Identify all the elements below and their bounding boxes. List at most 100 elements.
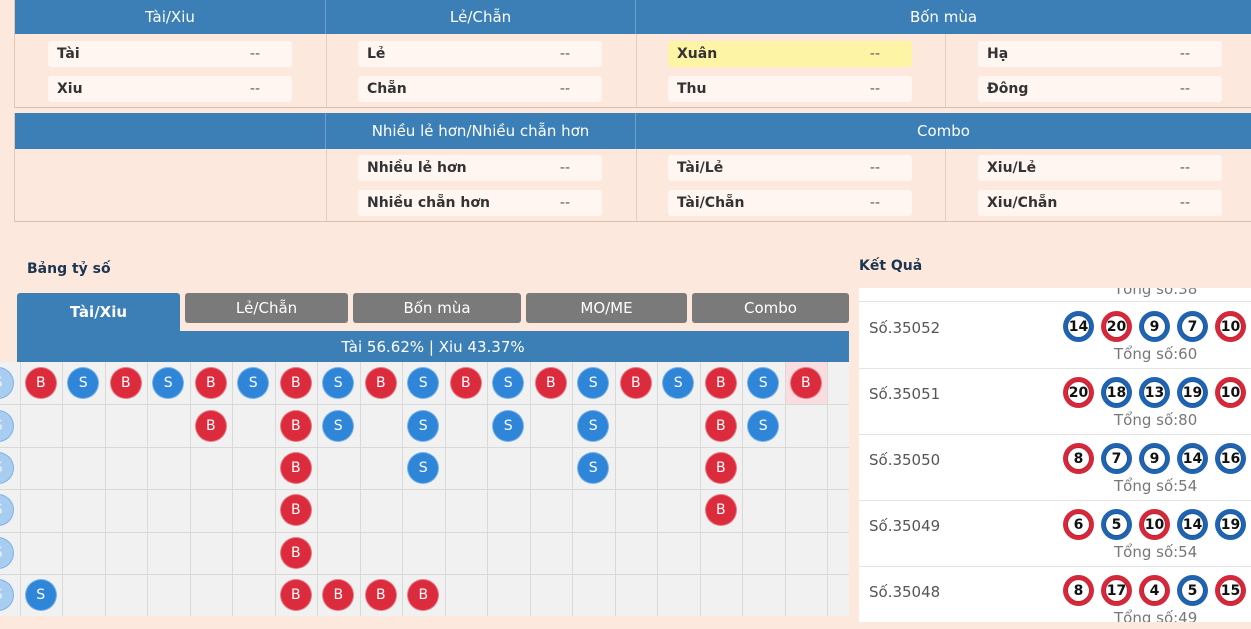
stat-label: Xiu/Lẻ [987,160,1037,176]
lottery-ball-number: 5 [1182,580,1203,601]
stat-label: Hạ [987,46,1009,62]
result-balls: 20 18 13 19 10 [1063,377,1246,408]
divider [326,149,327,221]
ratio-bar: Tài 56.62% | Xiu 43.37% [17,331,849,362]
road-ball-small: S [25,580,56,611]
stat-value: -- [1179,195,1190,211]
divider [945,149,946,221]
road-ball-big: B [280,368,311,399]
road-ball-big: B [365,368,396,399]
lottery-ball: 10 [1215,377,1246,408]
road-ball-big: B [280,537,311,568]
stat-label: Xuân [677,46,718,62]
stat-label: Thu [677,81,707,97]
lottery-ball-number: 9 [1144,448,1165,469]
lottery-ball-number: 17 [1106,580,1127,601]
lottery-ball: 19 [1177,377,1208,408]
road-ball-small: S [0,580,14,611]
divider [636,34,637,107]
road-ball-big: B [705,368,736,399]
result-balls: 8 17 4 5 15 [1063,575,1246,606]
grid-line [0,489,849,490]
result-row: Số.35051 20 18 13 19 10 Tổng số:80 [859,369,1251,435]
result-row: Số.35052 14 20 9 7 10 Tổng số:60 [859,303,1251,369]
road-ball-big: B [365,580,396,611]
road-ball-big: B [790,368,821,399]
stat-le: Lẻ -- [358,41,602,67]
road-ball-small: S [493,368,524,399]
road-ball-small: S [578,453,609,483]
lottery-ball: 9 [1139,443,1170,474]
result-draw-number: Số.35052 [869,319,941,337]
lottery-ball-number: 18 [1106,382,1127,403]
lottery-ball: 20 [1063,377,1094,408]
road-ball-big: B [323,580,354,611]
lottery-ball: 17 [1101,575,1132,606]
result-balls: 6 5 10 14 19 [1063,509,1246,540]
road-ball-big: B [705,495,736,526]
lottery-ball-number: 14 [1182,448,1203,469]
lottery-ball: 18 [1101,377,1132,408]
result-total: Tổng số:54 [1114,477,1198,495]
lottery-ball-number: 5 [1106,514,1127,535]
tab-le-chan[interactable]: Lẻ/Chẵn [185,293,348,323]
road-ball-big: B [110,368,141,399]
road-ball-small: S [0,368,14,399]
stat-xiu-chan: Xiu/Chẵn -- [978,190,1222,216]
tab-tai-xiu[interactable]: Tài/Xiu [17,293,180,331]
tab-mo-me[interactable]: MO/ME [526,293,687,323]
lottery-ball-number: 8 [1068,448,1089,469]
lottery-ball: 14 [1063,311,1094,342]
road-ball-big: B [280,453,311,483]
stat-value: -- [1179,46,1190,62]
divider [636,149,637,221]
road-ball-big: B [25,368,56,399]
road-ball-small: S [323,368,354,399]
road-ball-small: S [408,368,439,399]
lottery-ball-number: 20 [1068,382,1089,403]
stat-label: Xiu/Chẵn [987,195,1058,211]
lottery-ball-number: 10 [1220,382,1241,403]
tab-combo[interactable]: Combo [692,293,849,323]
road-ball-small: S [663,368,694,399]
road-ball-small: S [748,410,779,441]
results-list[interactable]: Tổng số:38 Số.35052 14 20 9 7 10 Tổng số:60 Số.… [859,288,1251,622]
lottery-ball: 19 [1215,509,1246,540]
stat-value: -- [1179,160,1190,176]
result-draw-number: Số.35048 [869,583,941,601]
lottery-ball-number: 6 [1068,514,1089,535]
lottery-ball-number: 20 [1106,316,1127,337]
road-ball-small: S [748,368,779,399]
lottery-ball: 4 [1139,575,1170,606]
road-ball-small: S [408,453,439,483]
road-ball-small: S [578,368,609,399]
result-draw-number: Số.35049 [869,517,941,535]
road-ball-big: B [705,410,736,441]
lottery-ball: 9 [1139,311,1170,342]
lottery-ball-number: 4 [1144,580,1165,601]
result-partial-row: Tổng số:38 [859,288,1251,302]
lottery-ball-number: 13 [1144,382,1165,403]
divider [326,34,327,107]
lottery-ball: 5 [1101,509,1132,540]
result-draw-number: Số.35051 [869,385,941,403]
stat-label: Nhiều lẻ hơn [367,160,467,176]
lottery-ball-number: 10 [1144,514,1165,535]
stats-panel-bottom: Nhiều lẻ hơn/Nhiều chẵn hơn Combo Nhiều … [14,113,1251,222]
results-title: Kết Quả [859,258,923,274]
tab-bon-mua[interactable]: Bốn mùa [353,293,521,323]
stat-tai-chan: Tài/Chẵn -- [668,190,912,216]
header-empty [15,113,326,149]
stat-tai: Tài -- [48,41,292,67]
stat-ha: Hạ -- [978,41,1222,67]
road-ball-small: S [0,537,14,568]
stat-dong: Đông -- [978,76,1222,102]
stat-label: Nhiều chẵn hơn [367,195,490,211]
stat-chan: Chẵn -- [358,76,602,102]
header-bon-mua: Bốn mùa [636,0,1251,34]
result-balls: 14 20 9 7 10 [1063,311,1246,342]
lottery-ball: 13 [1139,377,1170,408]
lottery-ball: 10 [1139,509,1170,540]
lottery-ball: 7 [1101,443,1132,474]
stat-value: -- [559,81,570,97]
